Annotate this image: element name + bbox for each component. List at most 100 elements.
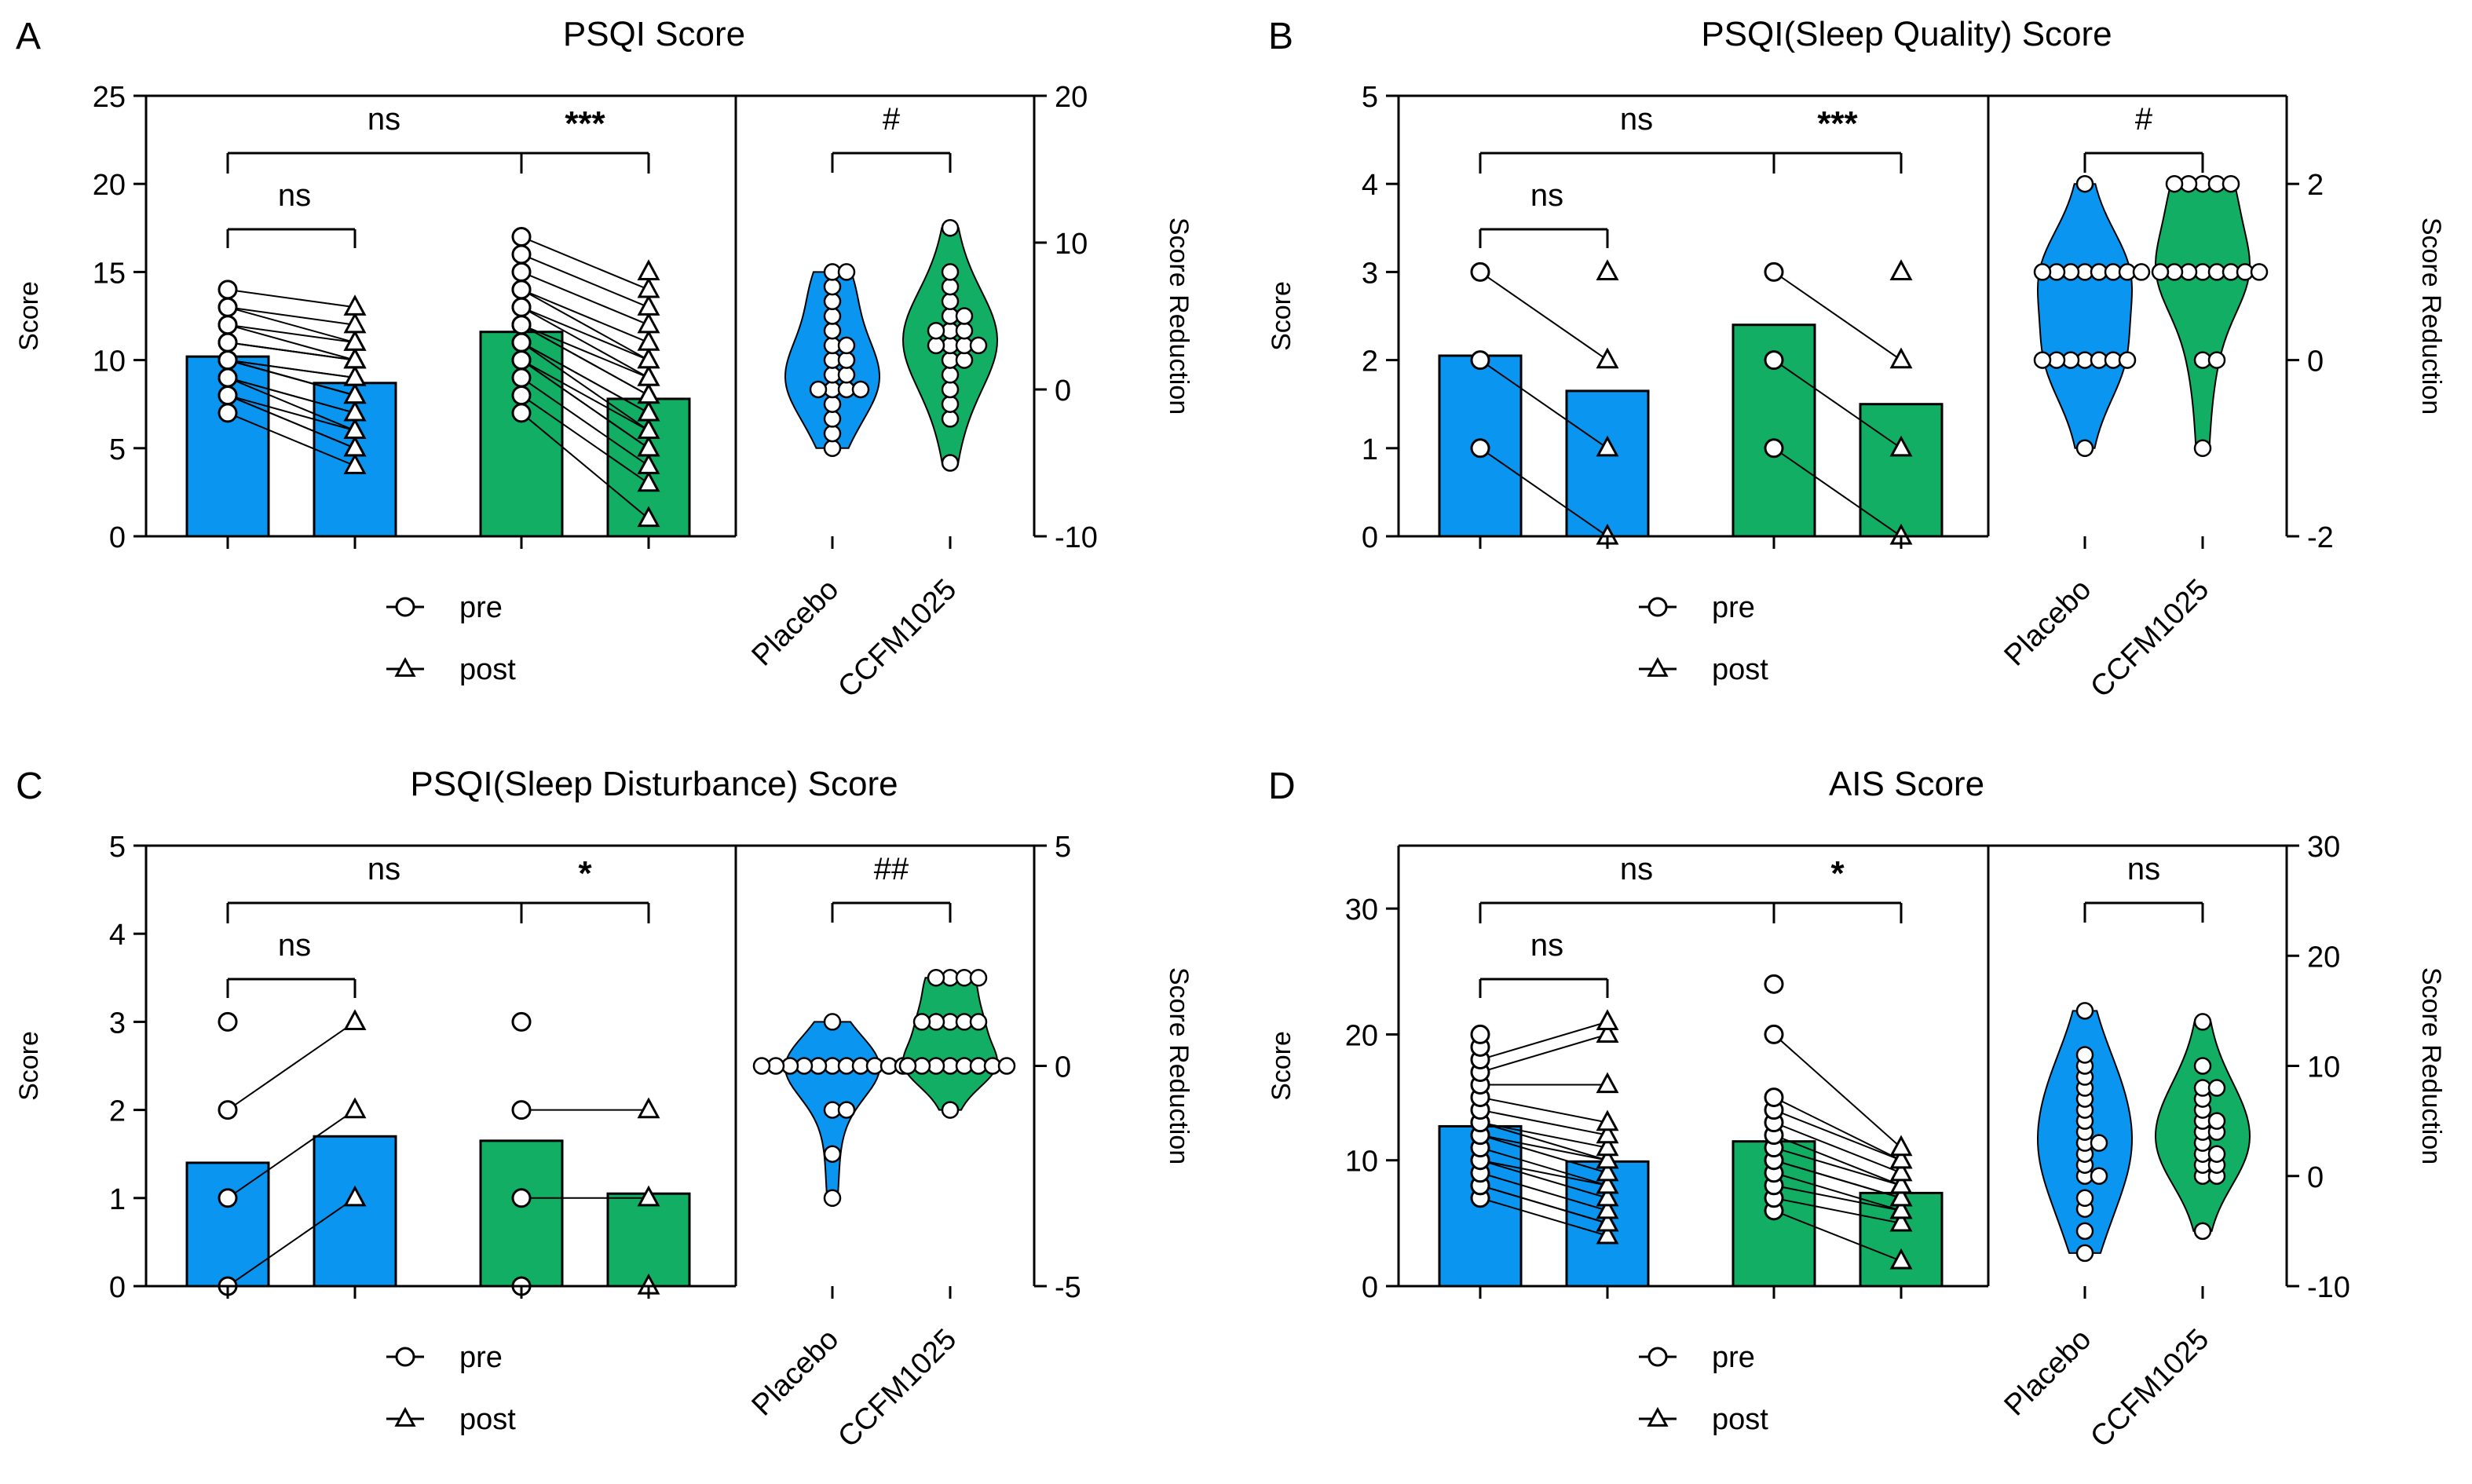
y-tick-right-label: 10 (2307, 1051, 2340, 1084)
post-point (343, 435, 367, 457)
pair-line (227, 359, 356, 379)
violin-point (941, 410, 960, 428)
post-point (343, 312, 367, 334)
post-point (343, 364, 367, 386)
category-label: Placebo (1998, 1323, 2098, 1423)
post-point (1889, 1197, 1913, 1219)
post-point (1596, 1122, 1619, 1144)
pair-line (227, 1021, 356, 1111)
pair-line (227, 377, 356, 432)
post-point (343, 1185, 367, 1207)
pre-point (218, 385, 238, 405)
post-point (1889, 1172, 1913, 1194)
pair-line (227, 377, 356, 414)
violin-point (2207, 1145, 2226, 1163)
post-point (1889, 1147, 1913, 1169)
pre-point (511, 385, 532, 405)
violin-ccfm (2154, 183, 2251, 449)
category-label: CCFM1025 (832, 1323, 963, 1454)
legend-pre-icon (1647, 597, 1668, 617)
y-tick-right-label: 20 (2307, 941, 2340, 974)
violin-point (823, 307, 842, 325)
post-point (1596, 1172, 1619, 1194)
pre-point (1470, 438, 1490, 459)
violin-point (823, 424, 842, 443)
pair-line (227, 323, 356, 344)
bar-ccfm-post (606, 1192, 691, 1288)
legend-pre-label: pre (459, 591, 503, 624)
violin-point (837, 336, 856, 355)
y-tick-label: 5 (109, 433, 126, 466)
pair-line (1479, 1134, 1608, 1174)
pair-line (1479, 359, 1608, 449)
violin-point (823, 321, 842, 340)
y-tick-right-label: 0 (1055, 1051, 1071, 1084)
violin-point (2090, 1167, 2108, 1185)
pair-line (521, 236, 649, 291)
pre-point (511, 403, 532, 423)
pair-line (1773, 1184, 1902, 1212)
post-point (343, 294, 367, 316)
post-point (637, 1097, 660, 1119)
category-label: Placebo (746, 1323, 846, 1423)
y-axis-right-label: Score Reduction (2416, 217, 2446, 415)
category-label: Placebo (1998, 573, 2098, 673)
legend-post-label: post (1712, 1403, 1768, 1436)
y-tick-label: 30 (1345, 894, 1378, 927)
sig-label: ns (278, 178, 311, 213)
pair-line (1479, 1134, 1608, 1161)
pre-point (218, 1100, 238, 1120)
pair-line (1773, 359, 1902, 449)
post-point (1889, 1135, 1913, 1157)
y-tick-right-label: 10 (1055, 228, 1088, 261)
violin-point (2207, 351, 2226, 369)
panel-C: C PSQI(Sleep Disturbance) Score 0 1 2 3 4 5 Scor… (14, 765, 1194, 1454)
pair-line (1773, 1096, 1902, 1161)
legend-post-icon (394, 1406, 416, 1427)
y-tick-label: 20 (1345, 1019, 1378, 1052)
violin-placebo (2036, 183, 2134, 449)
pre-point (511, 297, 532, 317)
post-point (1596, 1223, 1619, 1245)
pair-line (1773, 1197, 1902, 1224)
post-point (1596, 1135, 1619, 1157)
y-tick-right-label: 30 (2307, 831, 2340, 864)
violin-point (2250, 263, 2269, 281)
violin-point (941, 219, 960, 237)
pair-line (1773, 1146, 1902, 1186)
pair-line (1479, 1171, 1608, 1212)
y-tick-label: 10 (93, 345, 126, 378)
pre-point (218, 332, 238, 353)
post-point (637, 330, 660, 351)
pre-point (218, 403, 238, 423)
post-point (1596, 1009, 1619, 1030)
pre-point (511, 244, 532, 265)
y-tick-right-label: 0 (1055, 375, 1071, 408)
pre-point (511, 332, 532, 353)
post-point (343, 453, 367, 474)
post-point (637, 470, 660, 492)
violin-point (2207, 1112, 2226, 1130)
violin-point (2207, 1079, 2226, 1097)
pair-line (1773, 1134, 1902, 1186)
post-point (1889, 259, 1913, 280)
violin-point (927, 969, 945, 987)
panel-letter: C (16, 766, 43, 807)
chart-title: PSQI(Sleep Quality) Score (1701, 15, 2112, 53)
sig-label: ns (278, 928, 311, 963)
post-point (1889, 1210, 1913, 1232)
y-tick-label: 1 (1362, 433, 1378, 466)
panel-B: B PSQI(Sleep Quality) Score 0 1 2 3 4 5 Score ns *… (1267, 15, 2446, 704)
violin-point (997, 1057, 1016, 1075)
pair-line (1479, 1096, 1608, 1124)
post-point (343, 418, 367, 439)
legend: pre post (1639, 1341, 1768, 1436)
pair-line (1479, 1159, 1608, 1199)
y-tick-label: 5 (109, 831, 126, 864)
violin-point (927, 321, 945, 340)
pair-line (1479, 1033, 1608, 1073)
sig-label: ns (2127, 852, 2160, 886)
pair-line (521, 306, 649, 361)
chart-title: AIS Score (1829, 765, 1984, 803)
post-point (637, 276, 660, 298)
